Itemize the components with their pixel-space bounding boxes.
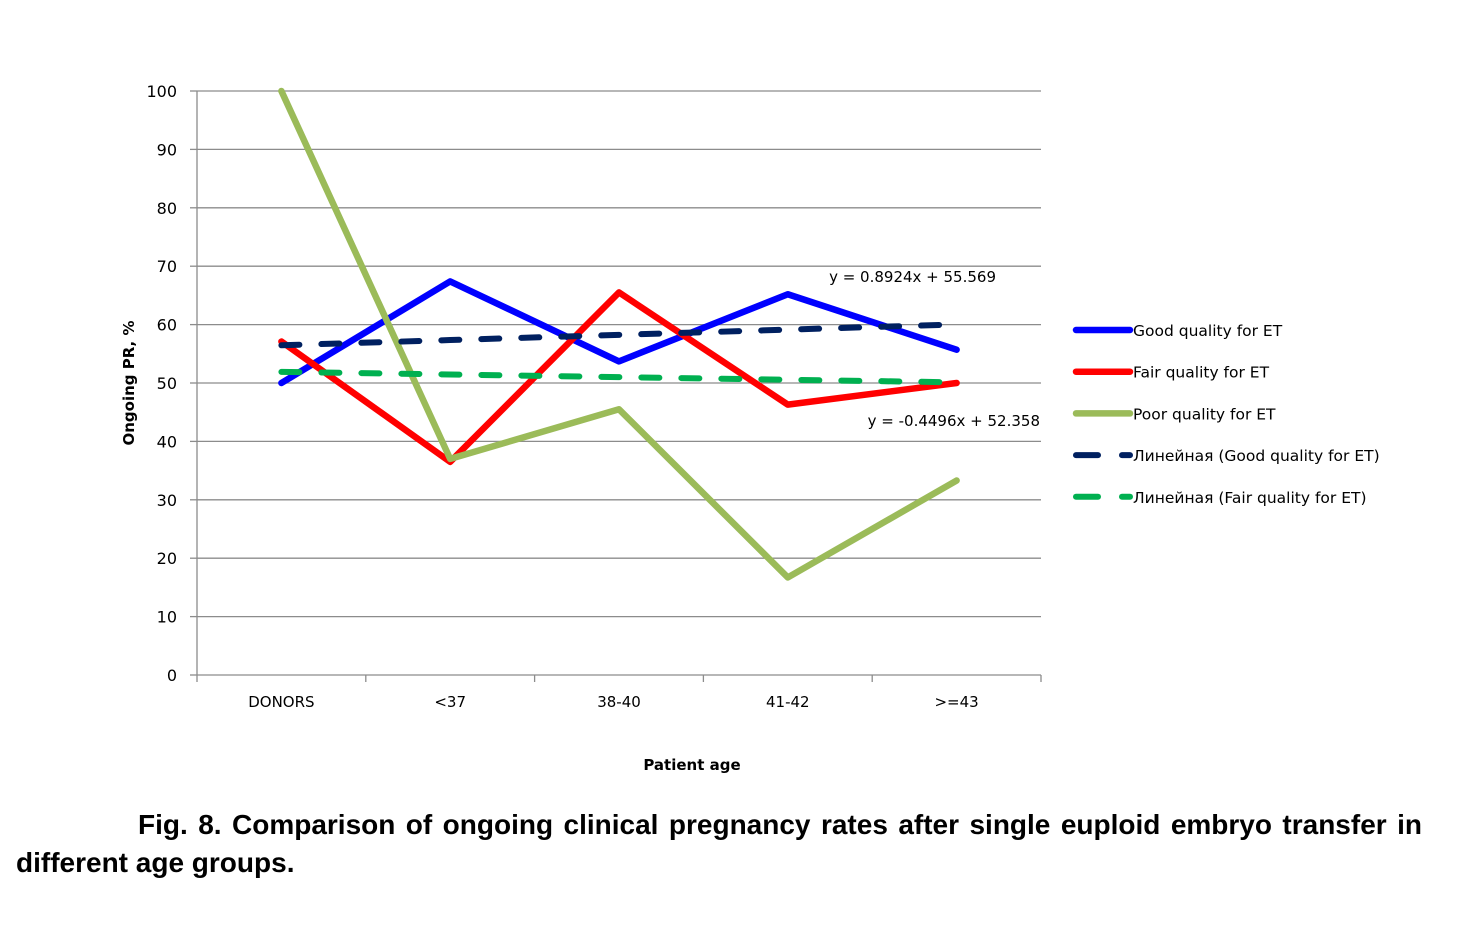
y-tick-label: 50	[157, 374, 177, 393]
axes	[196, 91, 1042, 682]
x-tick-labels: DONORS <37 38-40 41-42 >=43	[248, 693, 978, 711]
y-tick-label: 30	[157, 491, 177, 510]
series-line-trend-3	[278, 321, 960, 349]
trend-equation-fair: y = -0.4496x + 52.358	[868, 412, 1040, 430]
legend-item: Good quality for ET	[1072, 322, 1283, 340]
x-tick-label: 38-40	[597, 693, 641, 711]
legend-label: Poor quality for ET	[1133, 405, 1276, 423]
y-tick-labels: 0 10 20 30 40 50 60 70 80 90 100	[146, 82, 177, 685]
y-axis-title: Ongoing PR, %	[120, 320, 138, 445]
legend-item: Poor quality for ET	[1072, 405, 1276, 423]
y-tick-label: 40	[157, 432, 177, 451]
x-tick-label: 41-42	[766, 693, 810, 711]
series-lines	[278, 87, 960, 581]
y-tick-label: 70	[157, 257, 177, 276]
legend-label: Линейная (Good quality for ET)	[1133, 447, 1380, 465]
chart: 0 10 20 30 40 50 60 70 80 90 100 DONORS <37 38-40 41-…	[120, 82, 1380, 774]
legend-label: Fair quality for ET	[1133, 364, 1270, 382]
x-tick-label: <37	[434, 693, 466, 711]
x-tick-label: DONORS	[248, 693, 314, 711]
y-tick-label: 60	[157, 316, 177, 335]
y-tick-label: 80	[157, 199, 177, 218]
legend: Good quality for ET Fair quality for ET Po…	[1072, 322, 1380, 507]
y-tick-label: 10	[157, 608, 177, 627]
figure-caption: Fig. 8. Comparison of ongoing clinical p…	[16, 806, 1422, 882]
legend-label: Good quality for ET	[1133, 322, 1283, 340]
legend-item: Fair quality for ET	[1072, 364, 1270, 382]
y-tick-label: 0	[167, 666, 177, 685]
legend-item: Линейная (Fair quality for ET)	[1073, 489, 1367, 507]
trend-equation-good: y = 0.8924x + 55.569	[829, 268, 996, 286]
trend-equations: y = 0.8924x + 55.569 y = -0.4496x + 52.3…	[829, 268, 1040, 430]
x-tick-label: >=43	[934, 693, 978, 711]
y-tick-label: 100	[146, 82, 177, 101]
legend-label: Линейная (Fair quality for ET)	[1133, 489, 1367, 507]
gridlines	[190, 90, 1041, 676]
y-tick-label: 20	[157, 549, 177, 568]
series-line-trend-4	[278, 368, 960, 386]
figure-caption-text: Fig. 8. Comparison of ongoing clinical p…	[16, 809, 1422, 878]
y-tick-label: 90	[157, 140, 177, 159]
legend-item: Линейная (Good quality for ET)	[1073, 447, 1380, 465]
x-axis-title: Patient age	[643, 756, 740, 774]
